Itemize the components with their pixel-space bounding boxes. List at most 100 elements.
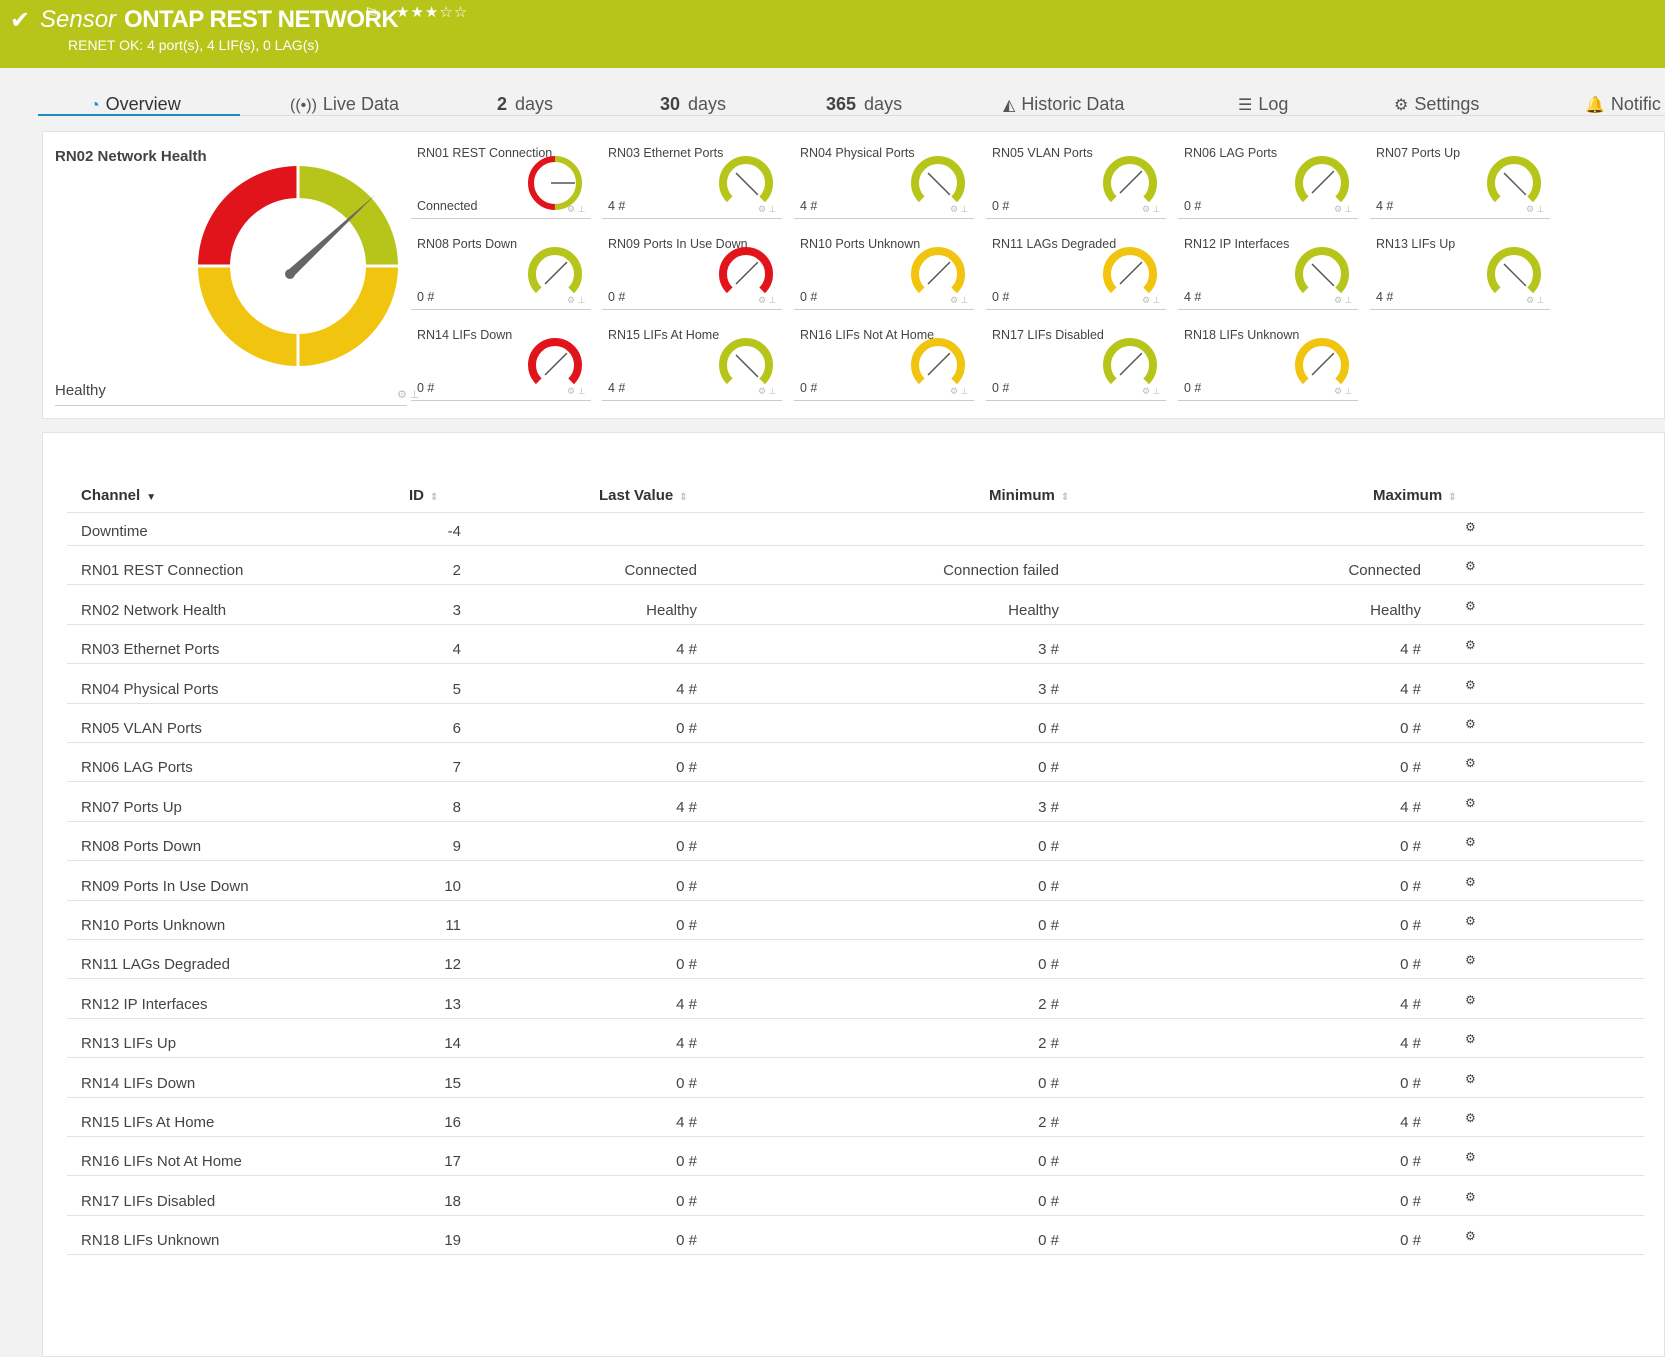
channel-settings-icon[interactable]: ⚙ xyxy=(1465,756,1476,770)
gauge-settings-icon[interactable]: ⚙ ⊥ xyxy=(1142,204,1161,214)
tab-365-days[interactable]: 365 days xyxy=(826,94,902,118)
tab-number: 365 xyxy=(826,94,857,114)
channel-settings-icon[interactable]: ⚙ xyxy=(1465,559,1476,573)
channel-settings-icon[interactable]: ⚙ xyxy=(1465,717,1476,731)
gauge-settings-icon[interactable]: ⚙ ⊥ xyxy=(950,295,969,305)
tab-live-data[interactable]: ((•)) Live Data xyxy=(290,94,399,118)
channel-settings-icon[interactable]: ⚙ xyxy=(1465,953,1476,967)
cell-last-value: 4 # xyxy=(676,681,697,698)
channel-settings-icon[interactable]: ⚙ xyxy=(1465,1072,1476,1086)
row-divider xyxy=(67,978,1644,979)
cell-last-value: 0 # xyxy=(676,917,697,934)
tab-notifications[interactable]: 🔔 Notific xyxy=(1585,94,1661,118)
channel-settings-icon[interactable]: ⚙ xyxy=(1465,678,1476,692)
col-header-minimum[interactable]: Minimum ⇕ xyxy=(989,487,1069,504)
tab-30-days[interactable]: 30 days xyxy=(660,94,726,118)
gauge-value: 4 # xyxy=(1184,290,1202,304)
col-header-maximum[interactable]: Maximum ⇕ xyxy=(1373,487,1457,504)
col-header-channel[interactable]: Channel ▼ xyxy=(81,487,156,504)
tab-settings[interactable]: ⚙ Settings xyxy=(1394,94,1479,118)
channel-gauge[interactable]: RN08 Ports Down 0 # ⚙ ⊥ xyxy=(411,223,591,311)
col-header-label: Minimum xyxy=(989,487,1055,504)
channel-gauge[interactable]: RN10 Ports Unknown 0 # ⚙ ⊥ xyxy=(794,223,974,311)
gauge-settings-icon[interactable]: ⚙ ⊥ xyxy=(758,295,777,305)
channel-settings-icon[interactable]: ⚙ xyxy=(1465,599,1476,613)
channel-settings-icon[interactable]: ⚙ xyxy=(1465,796,1476,810)
tab-2-days[interactable]: 2 days xyxy=(497,94,553,118)
gauge-settings-icon[interactable]: ⚙ ⊥ xyxy=(1142,386,1161,396)
cell-last-value: 4 # xyxy=(676,799,697,816)
channel-settings-icon[interactable]: ⚙ xyxy=(1465,1190,1476,1204)
sort-icon: ⇕ xyxy=(430,492,439,503)
gauge-icon: ◔ xyxy=(90,97,100,114)
channel-gauge[interactable]: RN06 LAG Ports 0 # ⚙ ⊥ xyxy=(1178,132,1358,220)
row-divider xyxy=(67,1097,1644,1098)
channel-gauge[interactable]: RN11 LAGs Degraded 0 # ⚙ ⊥ xyxy=(986,223,1166,311)
tab-label: Log xyxy=(1258,94,1289,114)
priority-stars[interactable]: ★★★☆☆ xyxy=(396,4,469,21)
channel-settings-icon[interactable]: ⚙ xyxy=(1465,1111,1476,1125)
channel-gauge[interactable]: RN04 Physical Ports 4 # ⚙ ⊥ xyxy=(794,132,974,220)
gauge-settings-icon[interactable]: ⚙ ⊥ xyxy=(1334,386,1353,396)
gauge-settings-icon[interactable]: ⚙ ⊥ xyxy=(1526,295,1545,305)
channel-gauge[interactable]: RN14 LIFs Down 0 # ⚙ ⊥ xyxy=(411,314,591,402)
channel-settings-icon[interactable]: ⚙ xyxy=(1465,520,1476,534)
channel-settings-icon[interactable]: ⚙ xyxy=(1465,1032,1476,1046)
tab-label: Notific xyxy=(1610,94,1661,114)
row-divider xyxy=(67,1136,1644,1137)
gauge-settings-icon[interactable]: ⚙ ⊥ xyxy=(758,386,777,396)
channel-settings-icon[interactable]: ⚙ xyxy=(1465,835,1476,849)
channel-gauge[interactable]: RN17 LIFs Disabled 0 # ⚙ ⊥ xyxy=(986,314,1166,402)
tab-label: Live Data xyxy=(322,94,399,114)
channel-gauge[interactable]: RN05 VLAN Ports 0 # ⚙ ⊥ xyxy=(986,132,1166,220)
cell-maximum: 0 # xyxy=(1400,1075,1421,1092)
gauge-title: RN09 Ports In Use Down xyxy=(608,237,748,251)
gauge-settings-icon[interactable]: ⚙ ⊥ xyxy=(567,386,586,396)
divider xyxy=(1370,218,1550,219)
gauge-settings-icon[interactable]: ⚙ ⊥ xyxy=(567,295,586,305)
cell-last-value: 0 # xyxy=(676,838,697,855)
channel-gauge[interactable]: RN07 Ports Up 4 # ⚙ ⊥ xyxy=(1370,132,1550,220)
col-header-last-value[interactable]: Last Value ⇕ xyxy=(599,487,688,504)
gauge-settings-icon[interactable]: ⚙ ⊥ xyxy=(567,204,586,214)
channel-gauge[interactable]: RN18 LIFs Unknown 0 # ⚙ ⊥ xyxy=(1178,314,1358,402)
cell-channel: RN12 IP Interfaces xyxy=(81,996,208,1013)
gauge-settings-icon[interactable]: ⚙ ⊥ xyxy=(1334,204,1353,214)
cell-minimum: 2 # xyxy=(1038,1035,1059,1052)
channel-settings-icon[interactable]: ⚙ xyxy=(1465,638,1476,652)
col-header-id[interactable]: ID ⇕ xyxy=(409,487,438,504)
gauge-dial xyxy=(528,156,582,210)
gauge-value: 0 # xyxy=(1184,381,1202,395)
channel-gauge[interactable]: RN16 LIFs Not At Home 0 # ⚙ ⊥ xyxy=(794,314,974,402)
channel-settings-icon[interactable]: ⚙ xyxy=(1465,914,1476,928)
channel-gauge[interactable]: RN01 REST Connection Connected ⚙ ⊥ xyxy=(411,132,591,220)
sort-desc-icon: ▼ xyxy=(146,492,157,503)
gauge-settings-icon[interactable]: ⚙ ⊥ xyxy=(1142,295,1161,305)
channel-settings-icon[interactable]: ⚙ xyxy=(1465,993,1476,1007)
tab-overview[interactable]: ◔ Overview xyxy=(90,94,181,118)
flag-icon[interactable]: ⚐ xyxy=(364,6,379,23)
channel-gauge[interactable]: RN13 LIFs Up 4 # ⚙ ⊥ xyxy=(1370,223,1550,311)
tab-log[interactable]: ☰ Log xyxy=(1238,94,1288,118)
divider xyxy=(411,309,591,310)
cell-minimum: 3 # xyxy=(1038,799,1059,816)
gauge-settings-icon[interactable]: ⚙ ⊥ xyxy=(397,389,420,401)
channel-settings-icon[interactable]: ⚙ xyxy=(1465,1150,1476,1164)
gauge-title: RN17 LIFs Disabled xyxy=(992,328,1104,342)
gauge-settings-icon[interactable]: ⚙ ⊥ xyxy=(1334,295,1353,305)
tab-historic-data[interactable]: ◭ Historic Data xyxy=(1003,94,1124,118)
cell-channel: RN11 LAGs Degraded xyxy=(81,956,230,973)
cell-channel: RN14 LIFs Down xyxy=(81,1075,196,1092)
divider xyxy=(411,400,591,401)
gauge-settings-icon[interactable]: ⚙ ⊥ xyxy=(950,204,969,214)
cell-id: 9 xyxy=(452,838,461,855)
channel-gauge[interactable]: RN12 IP Interfaces 4 # ⚙ ⊥ xyxy=(1178,223,1358,311)
gauge-settings-icon[interactable]: ⚙ ⊥ xyxy=(758,204,777,214)
channel-settings-icon[interactable]: ⚙ xyxy=(1465,1229,1476,1243)
channel-gauge[interactable]: RN09 Ports In Use Down 0 # ⚙ ⊥ xyxy=(602,223,782,311)
gauge-settings-icon[interactable]: ⚙ ⊥ xyxy=(1526,204,1545,214)
channel-gauge[interactable]: RN15 LIFs At Home 4 # ⚙ ⊥ xyxy=(602,314,782,402)
gauge-settings-icon[interactable]: ⚙ ⊥ xyxy=(950,386,969,396)
channel-settings-icon[interactable]: ⚙ xyxy=(1465,875,1476,889)
channel-gauge[interactable]: RN03 Ethernet Ports 4 # ⚙ ⊥ xyxy=(602,132,782,220)
